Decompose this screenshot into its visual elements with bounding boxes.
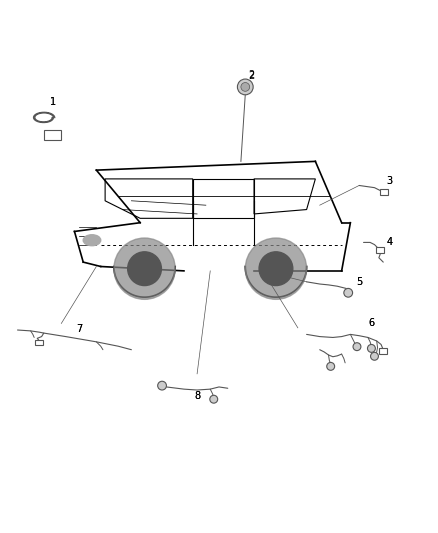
Text: 8: 8 — [194, 391, 200, 401]
Circle shape — [158, 381, 166, 390]
Circle shape — [371, 352, 378, 360]
Text: 8: 8 — [194, 391, 200, 401]
Text: 2: 2 — [249, 71, 255, 81]
Circle shape — [241, 83, 250, 91]
Text: 4: 4 — [387, 237, 393, 247]
Circle shape — [327, 362, 335, 370]
Text: 1: 1 — [49, 97, 56, 107]
Circle shape — [367, 344, 375, 352]
Text: 1: 1 — [49, 97, 56, 107]
Ellipse shape — [83, 235, 101, 246]
Text: 3: 3 — [386, 176, 392, 186]
Circle shape — [344, 288, 353, 297]
Bar — [379, 349, 387, 354]
Bar — [35, 340, 43, 345]
Circle shape — [210, 395, 218, 403]
Text: ■■: ■■ — [48, 133, 57, 138]
Circle shape — [114, 238, 175, 300]
Circle shape — [259, 252, 293, 286]
Text: 4: 4 — [387, 237, 393, 247]
Text: 7: 7 — [76, 324, 82, 334]
Text: 6: 6 — [368, 318, 374, 328]
Circle shape — [128, 252, 162, 286]
Circle shape — [237, 79, 253, 95]
Text: 5: 5 — [356, 277, 362, 287]
Text: 6: 6 — [368, 318, 374, 328]
Text: 5: 5 — [356, 277, 362, 287]
Text: 7: 7 — [76, 324, 82, 334]
Bar — [376, 247, 384, 253]
Circle shape — [245, 238, 307, 300]
Text: 3: 3 — [386, 176, 392, 186]
Circle shape — [353, 343, 361, 351]
Bar — [44, 130, 61, 140]
Bar — [380, 189, 388, 195]
Text: 2: 2 — [249, 70, 255, 79]
